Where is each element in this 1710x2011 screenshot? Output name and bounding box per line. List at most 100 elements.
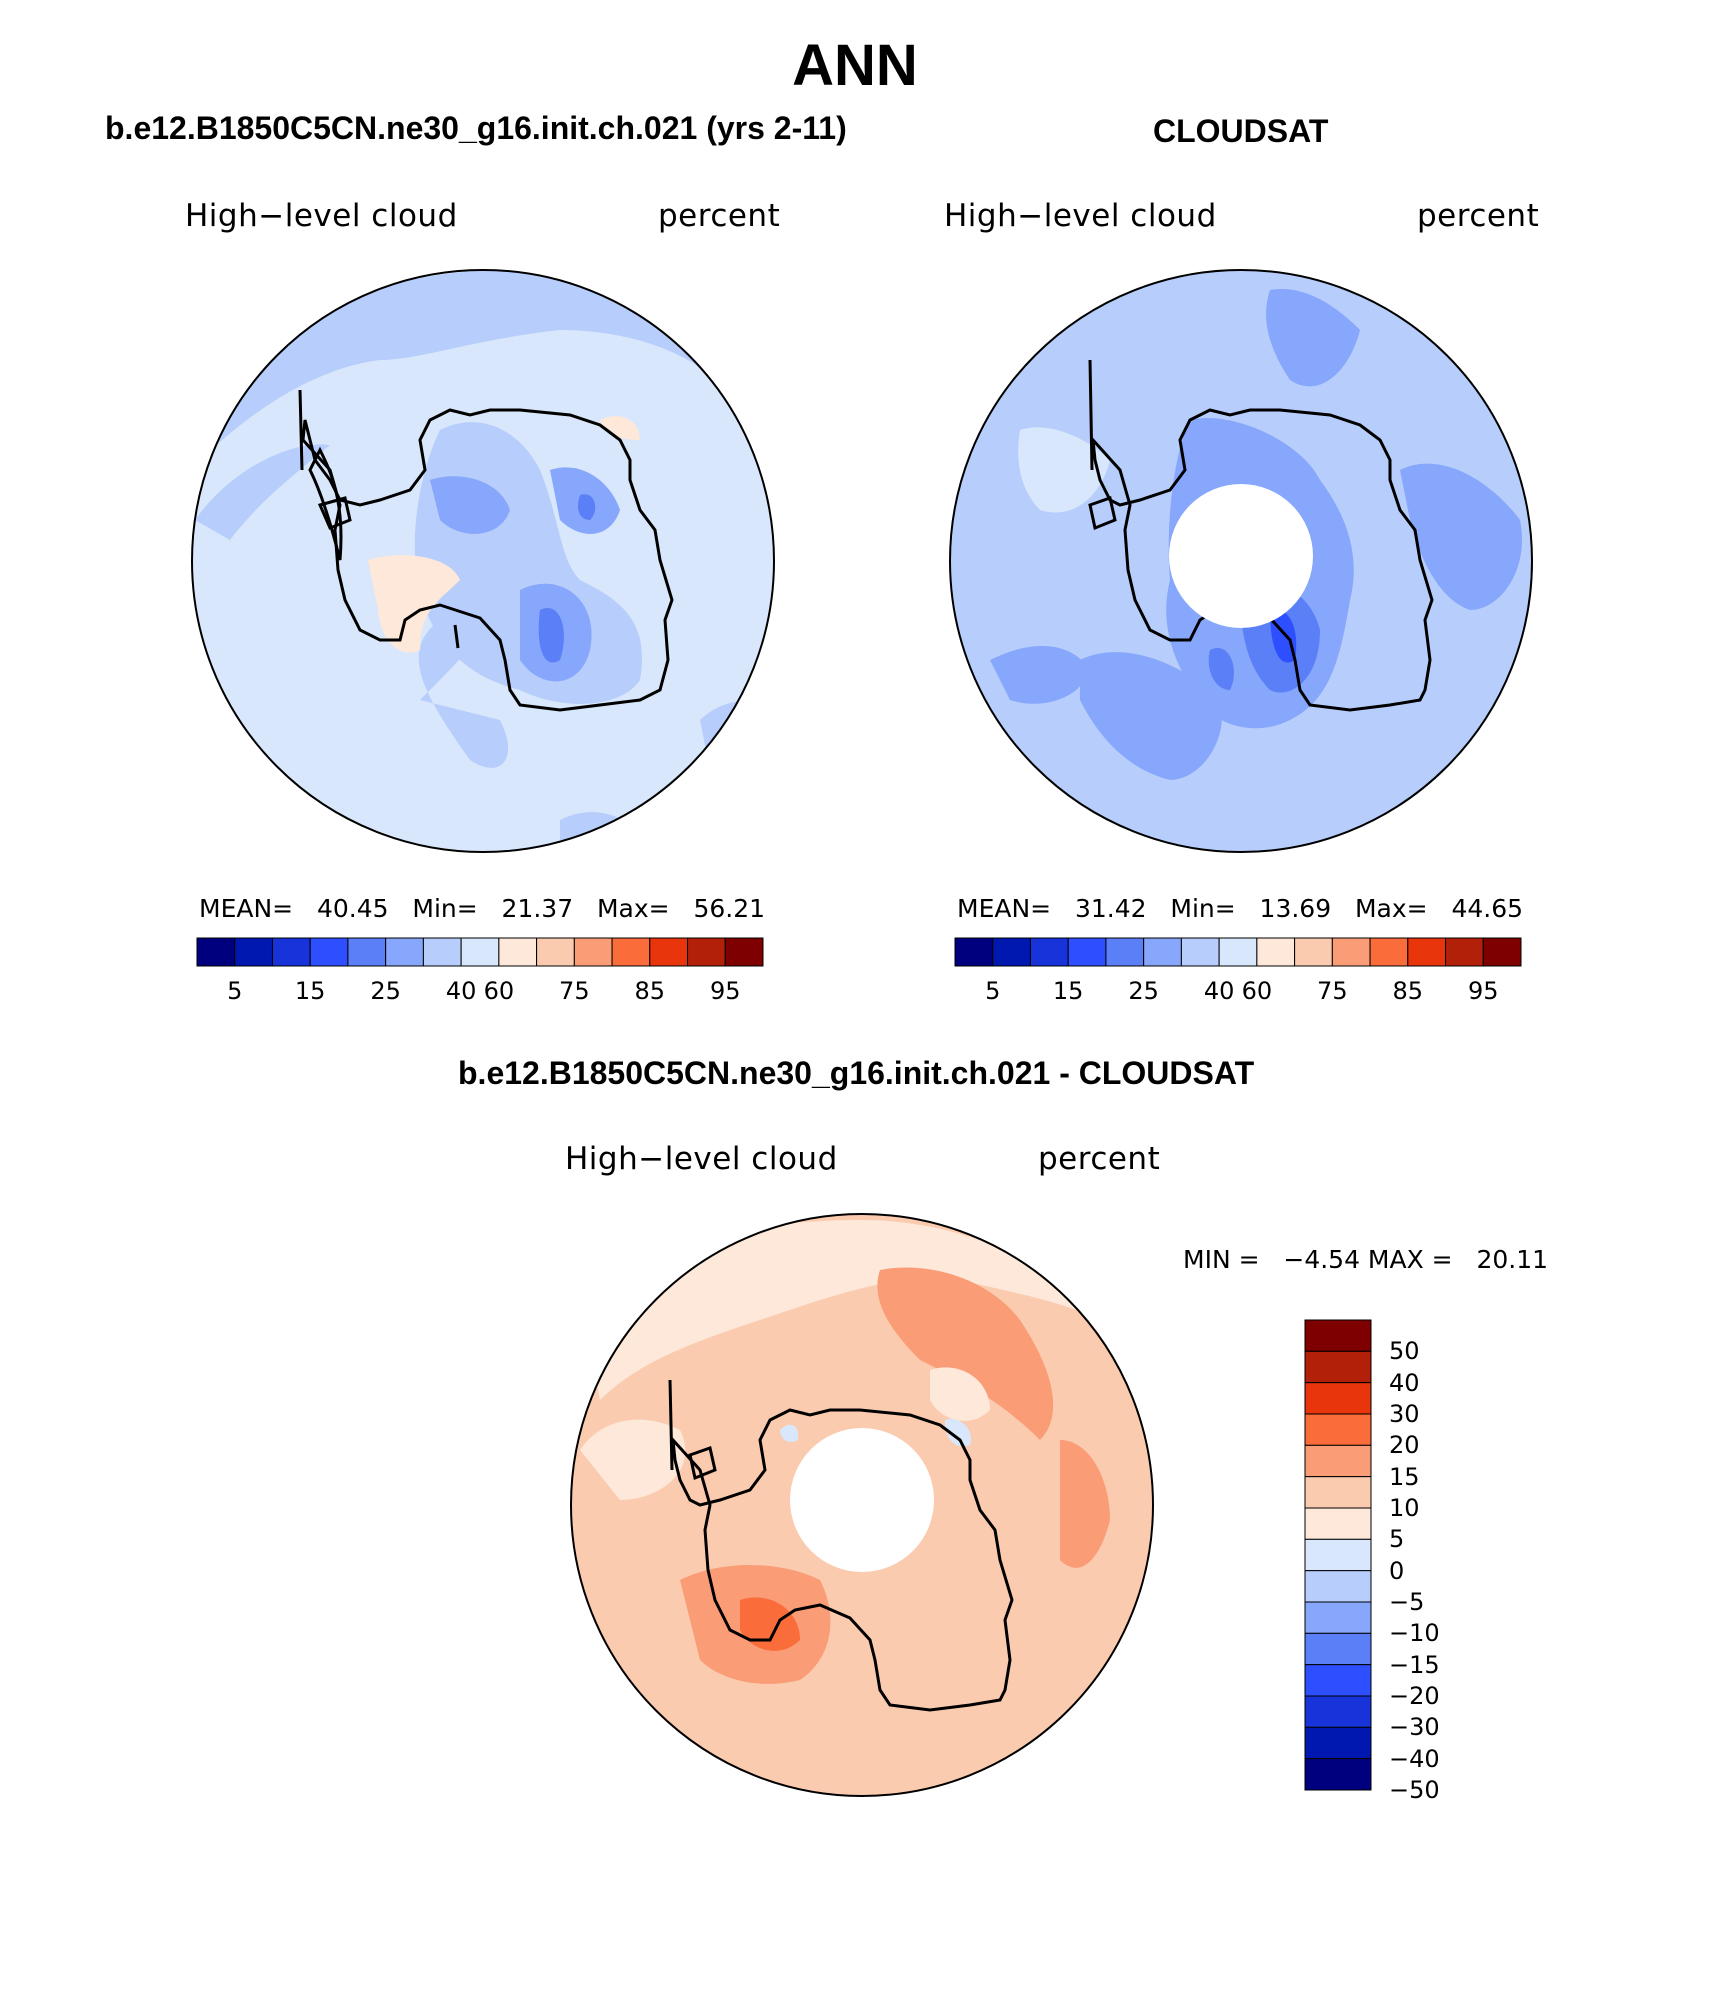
diff-colorbar-tick-label: −20	[1389, 1682, 1440, 1710]
obs-max-label: Max=	[1354, 894, 1428, 923]
diff-colorbar-cell	[1304, 1570, 1372, 1603]
model-colorbar-cell	[271, 937, 311, 967]
obs-min-label: Min=	[1170, 894, 1236, 923]
obs-max-value: 44.65	[1451, 894, 1524, 923]
model-colorbar-cell	[309, 937, 349, 967]
model-colorbar-cell	[422, 937, 462, 967]
obs-colorbar-tick-label: 40	[1203, 977, 1235, 1005]
model-colorbar-cell	[573, 937, 613, 967]
obs-colorbar-cell	[1331, 937, 1371, 967]
diff-colorbar-tick-label: 15	[1389, 1462, 1420, 1491]
model-colorbar-tick-label: 75	[559, 977, 590, 1005]
model-max-label: Max=	[596, 894, 670, 923]
model-panel-title: b.e12.B1850C5CN.ne30_g16.init.ch.021 (yr…	[105, 110, 847, 146]
diff-colorbar-tick-label: 10	[1389, 1494, 1420, 1522]
obs-colorbar-cell	[1180, 937, 1220, 967]
obs-colorbar	[954, 937, 1522, 967]
diff-colorbar-tick-label: 20	[1389, 1431, 1420, 1460]
diff-colorbar-tick-label: 0	[1389, 1556, 1405, 1585]
obs-colorbar-cell	[1218, 937, 1258, 967]
model-stats: MEAN= 40.45 Min= 21.37 Max= 56.21	[199, 894, 765, 923]
diff-colorbar-tick-label: 50	[1389, 1337, 1420, 1366]
figure-title: ANN	[792, 33, 918, 98]
obs-colorbar-tick-label: 85	[1392, 977, 1424, 1005]
obs-colorbar-tick-label: 5	[985, 977, 1001, 1005]
diff-colorbar	[1304, 1319, 1372, 1791]
obs-polar-map	[949, 269, 1533, 853]
diff-pole-hole	[790, 1428, 934, 1572]
obs-colorbar-cell	[1407, 937, 1447, 967]
obs-colorbar-cell	[954, 937, 994, 967]
diff-variable-label: High−level cloud	[565, 1141, 838, 1177]
model-colorbar-tick-label: 15	[294, 977, 326, 1005]
model-colorbar-cell	[724, 937, 764, 967]
obs-mean-label: MEAN=	[957, 894, 1052, 923]
obs-pole-hole	[1169, 484, 1313, 628]
diff-colorbar-tick-label: −5	[1389, 1588, 1425, 1616]
model-polar-map	[191, 269, 775, 853]
model-positive-patch	[368, 555, 460, 653]
diff-colorbar-cell	[1304, 1538, 1372, 1572]
obs-map-border	[949, 269, 1533, 853]
model-min-label: Min=	[412, 894, 478, 923]
model-colorbar-tick-label: 60	[483, 977, 515, 1005]
model-colorbar-cell	[234, 937, 273, 967]
obs-stats: MEAN= 31.42 Min= 13.69 Max= 44.65	[957, 894, 1523, 923]
model-mean-label: MEAN=	[199, 894, 294, 923]
obs-units-label: percent	[1417, 198, 1540, 234]
model-band-upper	[192, 270, 745, 470]
obs-colorbar-tick-label: 25	[1128, 977, 1159, 1005]
diff-colorbar-cell	[1304, 1319, 1372, 1352]
diff-colorbar-cell	[1304, 1507, 1372, 1540]
model-colorbar-tick-label: 5	[227, 977, 243, 1005]
diff-colorbar-cell	[1304, 1444, 1372, 1478]
model-antarctica-coastline	[298, 389, 674, 712]
diff-band-east	[877, 1267, 1054, 1440]
diff-colorbar-tick-label: 5	[1389, 1525, 1405, 1554]
diff-colorbar-tick-label: 40	[1389, 1368, 1420, 1397]
model-colorbar-cell	[460, 937, 500, 967]
model-colorbar-cell	[347, 937, 387, 967]
obs-colorbar-tick-label: 15	[1052, 977, 1084, 1005]
diff-map-border	[570, 1213, 1154, 1797]
model-colorbar-cell	[536, 937, 575, 967]
model-colorbar-cell	[385, 937, 424, 967]
model-colorbar	[196, 937, 764, 967]
diff-antarctica-coastline	[668, 1379, 1014, 1712]
obs-colorbar-cell	[1445, 937, 1484, 967]
obs-colorbar-cell	[1067, 937, 1107, 967]
model-colorbar-cell	[649, 937, 689, 967]
obs-colorbar-cell	[1143, 937, 1182, 967]
model-colorbar-cell	[196, 937, 236, 967]
obs-colorbar-tick-label: 95	[1467, 977, 1499, 1005]
diff-units-label: percent	[1038, 1141, 1161, 1177]
obs-colorbar-cell	[1369, 937, 1409, 967]
model-colorbar-tick-label: 40	[445, 977, 477, 1005]
model-max-value: 56.21	[693, 894, 766, 923]
diff-colorbar-tick-label: 30	[1389, 1400, 1420, 1428]
model-map-border	[191, 269, 775, 853]
obs-colorbar-cell	[1256, 937, 1296, 967]
diff-colorbar-cell	[1304, 1695, 1372, 1728]
diff-colorbar-tick-label: −50	[1389, 1776, 1440, 1804]
model-colorbar-tick-label: 85	[634, 977, 666, 1005]
model-colorbar-tick-label: 25	[370, 977, 401, 1005]
diff-band-upper	[580, 1220, 1100, 1400]
obs-colorbar-cell	[992, 937, 1031, 967]
obs-colorbar-cell	[1105, 937, 1145, 967]
obs-colorbar-cell	[1029, 937, 1069, 967]
diff-colorbar-cell	[1304, 1382, 1372, 1415]
obs-colorbar-cell	[1294, 937, 1333, 967]
model-colorbar-cell	[611, 937, 651, 967]
diff-panel-title: b.e12.B1850C5CN.ne30_g16.init.ch.021 - C…	[458, 1055, 1255, 1091]
obs-panel-title: CLOUDSAT	[1153, 113, 1329, 149]
diff-colorbar-tick-label: −10	[1389, 1619, 1440, 1648]
diff-colorbar-cell	[1304, 1350, 1372, 1384]
diff-minmax: MIN = −4.54 MAX = 20.11	[1183, 1245, 1549, 1274]
diff-colorbar-tick-label: −15	[1389, 1650, 1440, 1679]
obs-mean-value: 31.42	[1074, 894, 1147, 923]
diff-colorbar-cell	[1304, 1664, 1372, 1697]
obs-antarctica-coastline	[1088, 359, 1434, 712]
model-min-value: 21.37	[501, 894, 574, 923]
obs-variable-label: High−level cloud	[944, 198, 1217, 234]
